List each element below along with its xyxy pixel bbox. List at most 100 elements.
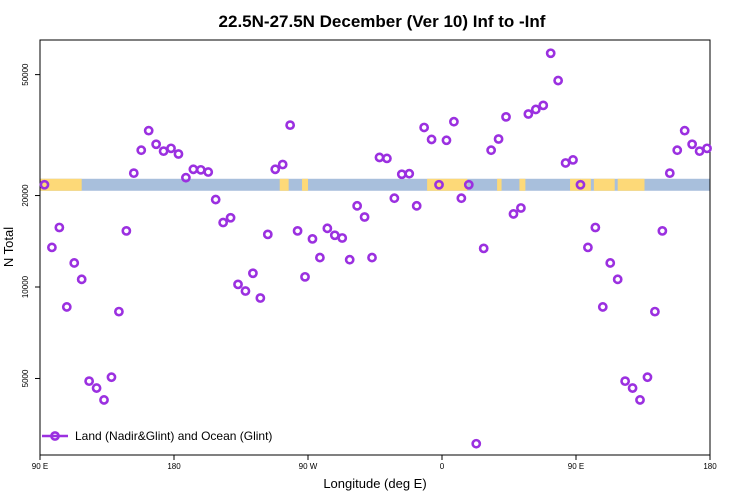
data-point (612, 274, 623, 285)
data-point (225, 212, 236, 223)
data-point (47, 242, 57, 253)
x-tick-label: 0 (440, 462, 445, 471)
data-point (463, 179, 474, 190)
data-point (650, 306, 660, 317)
data-point (434, 179, 444, 190)
land-band-segment (593, 178, 615, 191)
data-point (255, 293, 266, 303)
land-band-segment (427, 178, 468, 191)
data-point (136, 145, 147, 156)
land-band-segment (497, 178, 502, 191)
data-point (352, 200, 363, 211)
data-point (337, 233, 348, 243)
data-point (404, 168, 415, 179)
data-point (545, 48, 556, 59)
data-point (203, 167, 214, 177)
y-tick-label: 20000 (21, 184, 30, 207)
data-point (538, 100, 549, 111)
y-tick-label: 50000 (21, 63, 30, 86)
data-point (702, 143, 712, 154)
data-point (240, 286, 251, 296)
data-point (61, 302, 72, 312)
data-point (300, 271, 310, 282)
data-point (478, 243, 489, 254)
data-point (382, 153, 392, 164)
data-point (560, 158, 571, 168)
land-band-segment (519, 178, 526, 191)
data-point (441, 135, 452, 146)
data-point (84, 376, 95, 387)
legend: Land (Nadir&Glint) and Ocean (Glint) (42, 429, 272, 443)
data-point (329, 230, 340, 241)
data-point (367, 252, 377, 263)
land-band-segment (40, 178, 82, 191)
data-point (262, 229, 273, 240)
data-point (471, 438, 482, 449)
data-point (530, 104, 541, 115)
data-point (322, 223, 333, 234)
y-axis-label: N Total (1, 227, 16, 267)
data-point (657, 225, 668, 236)
data-point (106, 372, 117, 383)
data-point (419, 122, 430, 133)
data-point (642, 372, 653, 383)
data-point (158, 146, 169, 157)
data-point (672, 145, 683, 156)
data-point (315, 252, 325, 263)
data-point (396, 169, 407, 180)
data-point (411, 200, 422, 211)
land-band-segment (570, 178, 591, 191)
data-point (195, 164, 206, 175)
data-point (597, 302, 608, 312)
y-tick-label: 10000 (21, 275, 30, 298)
x-axis: 90 E 180 90 W 0 90 E 180 (32, 455, 717, 471)
data-point (307, 233, 318, 244)
data-point (575, 179, 586, 190)
data-point (143, 125, 154, 136)
data-point (508, 209, 519, 219)
data-points (39, 48, 712, 449)
ocean-band (40, 178, 710, 191)
x-axis-label: Longitude (deg E) (323, 476, 426, 491)
data-point (121, 225, 132, 236)
data-point (568, 155, 578, 165)
data-point (620, 376, 631, 387)
data-point (664, 168, 675, 179)
data-point (277, 159, 288, 170)
data-point (344, 254, 355, 265)
data-point (128, 168, 139, 179)
data-point (501, 111, 511, 122)
data-point (69, 258, 80, 268)
data-point (627, 383, 638, 393)
x-tick-label: 90 E (32, 462, 48, 471)
data-point (523, 109, 534, 119)
data-point (553, 75, 564, 86)
data-point (270, 164, 281, 175)
data-point (374, 152, 385, 163)
data-point (679, 125, 690, 136)
data-point (39, 179, 50, 190)
data-point (493, 134, 504, 144)
y-tick-label: 5000 (21, 369, 30, 387)
data-point (166, 143, 176, 154)
data-point (210, 194, 221, 205)
data-point (233, 279, 243, 290)
x-tick-label: 180 (703, 462, 717, 471)
data-point (449, 116, 459, 127)
land-band-segment (302, 178, 308, 191)
data-point (218, 217, 229, 228)
data-point (389, 193, 400, 204)
data-point (248, 268, 258, 279)
data-point (456, 193, 467, 204)
data-point (694, 146, 705, 157)
data-point (91, 383, 102, 393)
x-tick-label: 180 (167, 462, 181, 471)
data-point (590, 222, 601, 233)
data-point (292, 225, 303, 236)
land-band-segment (279, 178, 289, 191)
data-point (54, 222, 65, 233)
data-point (516, 203, 526, 213)
legend-label: Land (Nadir&Glint) and Ocean (Glint) (75, 429, 272, 443)
data-point (188, 164, 199, 175)
